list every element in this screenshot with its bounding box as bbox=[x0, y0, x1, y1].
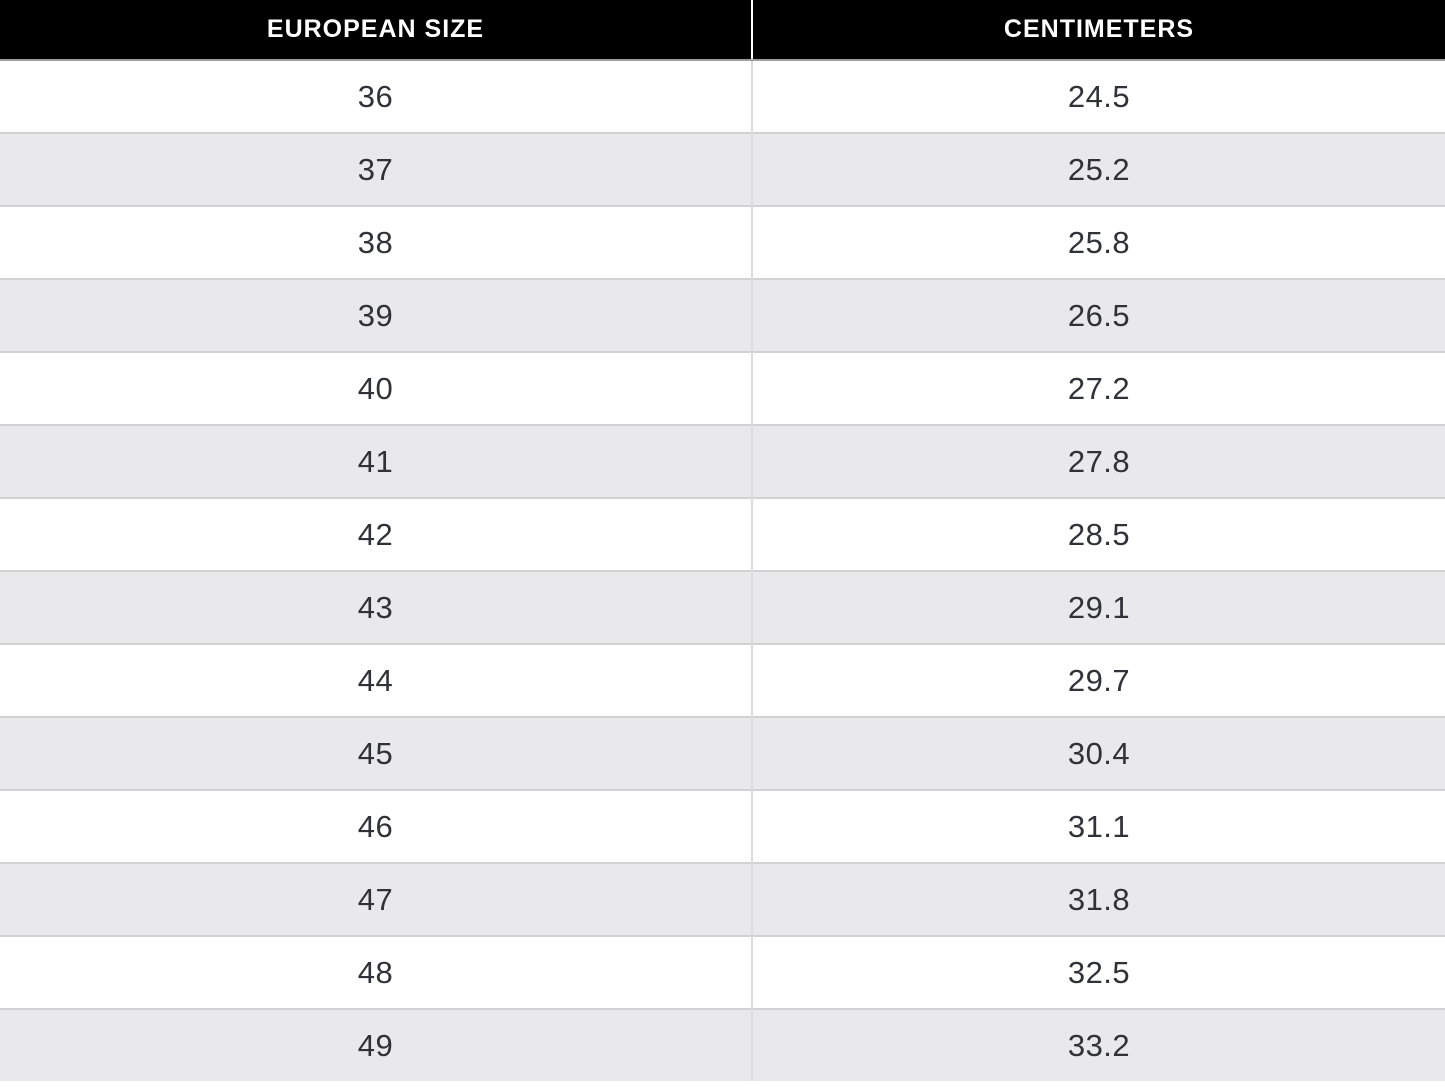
centimeters-cell: 28.5 bbox=[752, 497, 1445, 571]
table-row: 46 31.1 bbox=[0, 789, 1445, 863]
table-row: 47 31.8 bbox=[0, 862, 1445, 936]
eu-size-cell: 39 bbox=[0, 278, 753, 352]
centimeters-cell: 27.2 bbox=[752, 351, 1445, 425]
table-header: EUROPEAN SIZE CENTIMETERS bbox=[0, 0, 1445, 61]
eu-size-cell: 36 bbox=[0, 60, 753, 133]
eu-size-cell: 38 bbox=[0, 205, 753, 279]
eu-size-cell: 44 bbox=[0, 643, 753, 717]
centimeters-cell: 25.2 bbox=[752, 132, 1445, 206]
centimeters-cell: 30.4 bbox=[752, 716, 1445, 790]
table-row: 38 25.8 bbox=[0, 205, 1445, 279]
eu-size-cell: 42 bbox=[0, 497, 753, 571]
table-row: 48 32.5 bbox=[0, 935, 1445, 1009]
table-row: 40 27.2 bbox=[0, 351, 1445, 425]
centimeters-cell: 29.7 bbox=[752, 643, 1445, 717]
table-row: 44 29.7 bbox=[0, 643, 1445, 717]
eu-size-cell: 45 bbox=[0, 716, 753, 790]
eu-size-cell: 47 bbox=[0, 862, 753, 936]
eu-size-cell: 41 bbox=[0, 424, 753, 498]
centimeters-cell: 25.8 bbox=[752, 205, 1445, 279]
centimeters-cell: 29.1 bbox=[752, 570, 1445, 644]
centimeters-cell: 31.8 bbox=[752, 862, 1445, 936]
centimeters-cell: 24.5 bbox=[1067, 78, 1131, 114]
table-row: 43 29.1 bbox=[0, 570, 1445, 644]
column-header-european-size: EUROPEAN SIZE bbox=[0, 0, 753, 61]
column-header-centimeters: CENTIMETERS bbox=[752, 0, 1445, 61]
centimeters-cell: 31.1 bbox=[752, 789, 1445, 863]
table-body: 36 24.5 37 25.2 38 25.8 39 26.5 40 27.2 … bbox=[0, 60, 1445, 1081]
table-row: 39 26.5 bbox=[0, 278, 1445, 352]
table-row: 37 25.2 bbox=[0, 132, 1445, 206]
table-row: 36 24.5 bbox=[0, 60, 1445, 133]
table-row: 49 33.2 bbox=[0, 1008, 1445, 1081]
table-row: 41 27.8 bbox=[0, 424, 1445, 498]
eu-size-cell: 46 bbox=[0, 789, 753, 863]
table-row: 42 28.5 bbox=[0, 497, 1445, 571]
eu-size-cell: 40 bbox=[0, 351, 753, 425]
centimeters-cell: 27.8 bbox=[752, 424, 1445, 498]
eu-size-cell: 37 bbox=[0, 132, 753, 206]
centimeters-cell: 32.5 bbox=[752, 935, 1445, 1009]
centimeters-cell: 26.5 bbox=[752, 278, 1445, 352]
header-row: EUROPEAN SIZE CENTIMETERS bbox=[0, 0, 1445, 61]
table-row: 45 30.4 bbox=[0, 716, 1445, 790]
eu-size-cell: 48 bbox=[0, 935, 753, 1009]
eu-size-cell: 49 bbox=[0, 1008, 753, 1081]
centimeters-cell: 33.2 bbox=[752, 1008, 1445, 1081]
eu-size-cell: 43 bbox=[0, 570, 753, 644]
